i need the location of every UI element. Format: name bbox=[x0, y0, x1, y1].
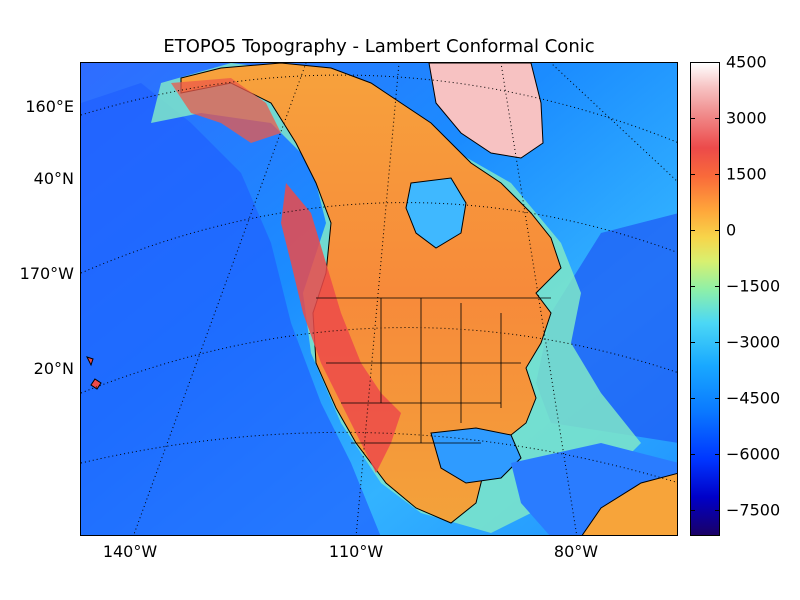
colorbar bbox=[690, 62, 720, 536]
lat-label-160e: 160°E bbox=[25, 97, 74, 116]
topography-map bbox=[81, 63, 677, 535]
colorbar-tick bbox=[690, 510, 720, 511]
colorbar-tick bbox=[690, 286, 720, 287]
hudson-bay bbox=[405, 177, 467, 249]
colorbar-label-neg6000: −6000 bbox=[726, 444, 781, 464]
lon-label-80w: 80°W bbox=[553, 542, 599, 561]
greenland bbox=[428, 63, 544, 159]
colorbar-label-neg3000: −3000 bbox=[726, 332, 781, 352]
colorbar-tick bbox=[690, 454, 720, 455]
lat-label-40n: 40°N bbox=[33, 169, 74, 188]
colorbar-tick bbox=[690, 230, 720, 231]
rocky-mountains bbox=[281, 183, 401, 473]
lon-label-110w: 110°W bbox=[328, 542, 384, 561]
colorbar-label-neg7500: −7500 bbox=[726, 500, 781, 520]
lon-label-170w: 170°W bbox=[19, 264, 74, 283]
colorbar-label-neg1500: −1500 bbox=[726, 276, 781, 296]
lat-label-20n: 20°N bbox=[33, 359, 74, 378]
lon-label-140w: 140°W bbox=[102, 542, 158, 561]
colorbar-tick bbox=[690, 118, 720, 119]
political-borders bbox=[316, 297, 551, 444]
colorbar-label-4500: 4500 bbox=[726, 52, 767, 72]
pacific-deep bbox=[81, 83, 381, 535]
colorbar-label-1500: 1500 bbox=[726, 164, 767, 184]
colorbar-label-0: 0 bbox=[726, 220, 737, 240]
colorbar-tick bbox=[690, 398, 720, 399]
map-plot-area bbox=[80, 62, 678, 536]
colorbar-tick bbox=[690, 174, 720, 175]
graticule bbox=[81, 63, 677, 535]
colorbar-tick bbox=[690, 342, 720, 343]
colorbar-tick bbox=[690, 62, 720, 63]
chart-title: ETOPO5 Topography - Lambert Conformal Co… bbox=[163, 36, 595, 57]
gulf-of-mexico bbox=[430, 427, 522, 484]
colorbar-label-neg4500: −4500 bbox=[726, 388, 781, 408]
hawaii bbox=[86, 356, 102, 390]
alaska-highlands bbox=[171, 78, 281, 143]
south-america bbox=[581, 473, 677, 535]
colorbar-label-3000: 3000 bbox=[726, 108, 767, 128]
